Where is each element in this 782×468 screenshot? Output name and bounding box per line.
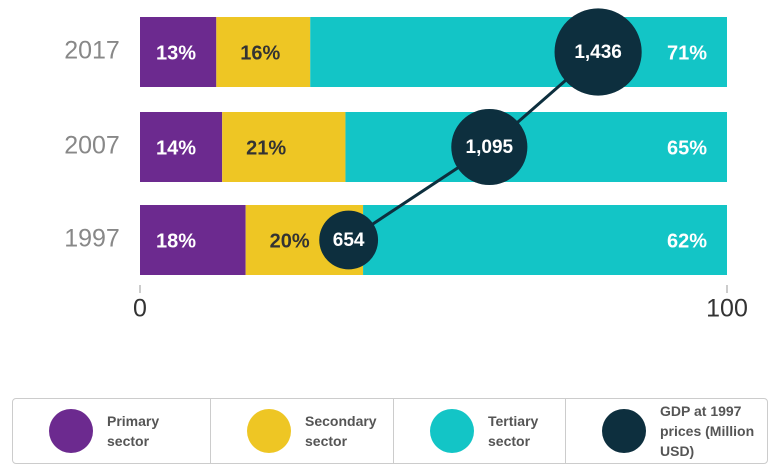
bar-segment [140,17,217,87]
bar-segment [140,205,246,275]
bar-segment [310,17,727,87]
category-label: 2017 [64,37,120,65]
legend-item: Tertiary sector [394,399,566,463]
bar-value-label: 20% [270,230,310,252]
gdp-value-label: 1,095 [466,137,514,158]
category-label: 1997 [64,225,120,253]
bar-value-label: 13% [156,42,196,64]
gdp-bubble [451,108,528,186]
legend-item: Secondary sector [211,399,394,463]
legend-label: Tertiary sector [488,413,539,449]
legend: Primary sector Secondary sector Tertiary s… [12,398,768,464]
legend-swatch [49,409,93,453]
bar-segment [140,112,223,182]
legend-label: Primary sector [107,413,160,449]
bar-value-label: 62% [667,230,707,252]
legend-label: Secondary sector [305,413,377,449]
gdp-bubble [319,210,379,270]
gdp-bubble [554,8,642,96]
x-tick-label: 0 [133,295,147,323]
legend-swatch [430,409,474,453]
legend-label: GDP at 1997 prices (Million USD) [660,403,755,459]
gdp-value-label: 654 [333,230,365,251]
bar-segment [345,112,727,182]
bar-value-label: 21% [246,137,286,159]
bar-value-label: 71% [667,42,707,64]
legend-item: GDP at 1997 prices (Million USD) [566,399,767,463]
gdp-value-label: 1,436 [574,42,622,63]
bar-segment [363,205,727,275]
bar-segment [216,17,311,87]
category-label: 2007 [64,132,120,160]
bar-value-label: 65% [667,137,707,159]
bar-segment [222,112,346,182]
bar-value-label: 18% [156,230,196,252]
bar-value-label: 16% [240,42,280,64]
legend-item: Primary sector [13,399,211,463]
chart: 2017 13% 16% 71% 2007 14% 21% 65% 1997 18% 20% 62% 1… [64,8,748,323]
legend-swatch [247,409,291,453]
bar-value-label: 14% [156,137,196,159]
legend-swatch [602,409,646,453]
x-tick-label: 100 [706,295,748,323]
